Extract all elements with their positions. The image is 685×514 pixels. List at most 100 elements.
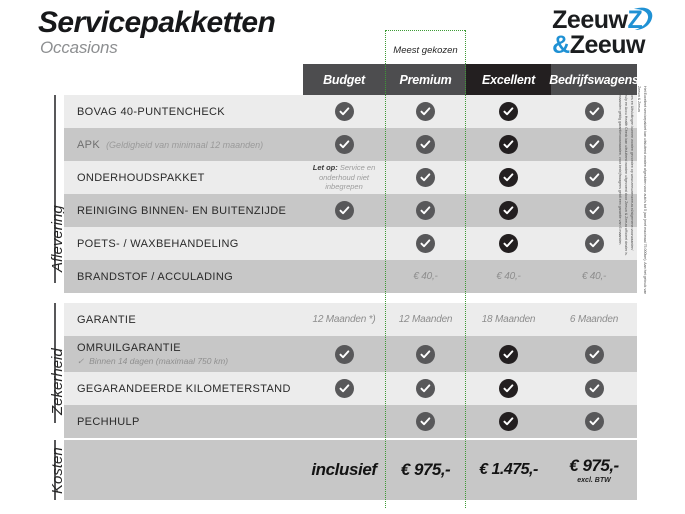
check-icon <box>499 344 518 364</box>
check-icon <box>334 344 354 364</box>
column-header-bedrijfswagens[interactable]: Bedrijfswagens <box>549 64 639 96</box>
check-icon <box>584 234 604 253</box>
check-icon <box>416 379 435 398</box>
cell-included-3 <box>551 336 637 372</box>
row-label: ONDERHOUDSPAKKET <box>77 171 205 184</box>
price-cell-2: € 1.475,- <box>466 440 551 500</box>
cell-included-1 <box>385 372 466 405</box>
cell-note-0: Let op: Service en onderhoud niet inbegr… <box>303 161 385 194</box>
cell-included-2 <box>466 95 551 128</box>
cell-included-2 <box>466 227 551 260</box>
cell-empty-0 <box>303 227 385 260</box>
group-rule-kosten <box>54 440 56 500</box>
disclaimer-line-1: Het Excellent servicepakket kan uitsluit… <box>636 86 647 295</box>
row-cells <box>303 128 637 161</box>
cell-included-1 <box>385 128 466 161</box>
table-row[interactable]: REINIGING BINNEN- EN BUITENZIJDE <box>64 194 637 227</box>
table-row[interactable]: OMRUILGARANTIE ✓ Binnen 14 dagen (maximaal… <box>64 336 637 372</box>
cell-included-1 <box>385 194 466 227</box>
check-icon <box>334 135 354 154</box>
check-icon <box>584 201 604 220</box>
table-row[interactable]: PECHHULP <box>64 405 637 438</box>
page-subtitle: Occasions <box>40 38 118 57</box>
cell-value-text: 18 Maanden <box>481 314 536 325</box>
row-cells: 12 Maanden *) 12 Maanden 18 Maanden 6 Maand… <box>303 303 637 336</box>
cell-included-1 <box>385 405 466 438</box>
cell-included-1 <box>385 336 466 372</box>
row-label: GARANTIE <box>77 313 137 326</box>
cell-included-3 <box>551 405 637 438</box>
cell-included-3 <box>551 194 637 227</box>
row-label-sub: (Geldigheid van minimaal 12 maanden) <box>106 139 264 150</box>
check-icon <box>334 201 354 220</box>
check-icon <box>499 412 518 431</box>
cell-value-3: € 40,- <box>551 260 637 293</box>
cell-included-0 <box>303 372 385 405</box>
price-value: € 975,- <box>400 460 451 479</box>
cell-included-2 <box>466 336 551 372</box>
column-header-excellent[interactable]: Excellent <box>466 64 551 96</box>
cell-included-3 <box>551 95 637 128</box>
price-cell-1: € 975,- <box>385 440 466 500</box>
cell-included-2 <box>466 194 551 227</box>
price-cells: inclusief € 975,- € 1.475,- € 975,- excl. BT… <box>303 440 637 500</box>
column-header-band: Budget Premium Excellent Bedrijfswagens <box>303 64 639 96</box>
table-row[interactable]: ONDERHOUDSPAKKET Let op: Service en onder… <box>64 161 637 194</box>
cell-value-1: € 40,- <box>385 260 466 293</box>
check-icon <box>584 135 604 154</box>
disclaimer-line-4: *) 12 maanden geldig garantievoorwaarden… <box>617 86 622 246</box>
price-cell-0: inclusief <box>303 440 385 500</box>
check-icon <box>499 102 518 121</box>
cell-note-text: Let op: Service en onderhoud niet inbegr… <box>312 163 376 192</box>
table-row[interactable]: BRANDSTOF / ACCULADING € 40,- € 40,- € 40,- <box>64 260 637 293</box>
cell-value-2: 18 Maanden <box>466 303 551 336</box>
row-label: APK (Geldigheid van minimaal 12 maanden) <box>77 138 264 151</box>
table-row[interactable]: GEGARANDEERDE KILOMETERSTAND <box>64 372 637 405</box>
cell-value-text: 12 Maanden *) <box>312 314 376 325</box>
check-icon <box>584 344 604 364</box>
row-cells <box>303 194 637 227</box>
column-header-budget[interactable]: Budget <box>303 64 385 96</box>
row-cells <box>303 227 637 260</box>
cell-value-1: 12 Maanden <box>385 303 466 336</box>
price-value: € 1.475,- <box>479 461 538 478</box>
price-band: inclusief € 975,- € 1.475,- € 975,- excl. BT… <box>64 440 637 500</box>
cell-included-3 <box>551 227 637 260</box>
logo-line-2: &Zeeuw <box>552 33 645 58</box>
cell-included-3 <box>551 161 637 194</box>
table-row[interactable]: APK (Geldigheid van minimaal 12 maanden) <box>64 128 637 161</box>
cell-empty-0 <box>303 405 385 438</box>
table-row[interactable]: GARANTIE 12 Maanden *) 12 Maanden 18 Maande… <box>64 303 637 336</box>
cell-included-2 <box>466 128 551 161</box>
group-rule-aflevering <box>54 95 56 283</box>
cell-included-2 <box>466 372 551 405</box>
row-label: REINIGING BINNEN- EN BUITENZIJDE <box>77 204 287 217</box>
price-note: excl. BTW <box>577 477 611 484</box>
row-label: OMRUILGARANTIE <box>77 341 181 354</box>
disclaimer-block: Het Excellent servicepakket kan uitsluit… <box>614 86 648 298</box>
cell-value-text: 6 Maanden <box>569 314 619 325</box>
column-header-premium[interactable]: Premium <box>385 64 466 96</box>
cell-included-2 <box>466 405 551 438</box>
cell-value-text: € 40,- <box>496 271 521 282</box>
section-aflevering: BOVAG 40-PUNTENCHECK APK (Geldigheid van m… <box>64 95 637 293</box>
check-icon <box>416 135 435 154</box>
check-icon <box>416 201 435 220</box>
row-label-block: POETS- / WAXBEHANDELING <box>64 238 239 250</box>
cell-value-text: 12 Maanden <box>398 314 453 325</box>
check-icon <box>584 412 604 431</box>
cell-value-0: 12 Maanden *) <box>303 303 385 336</box>
section-zekerheid: GARANTIE 12 Maanden *) 12 Maanden 18 Maande… <box>64 303 637 438</box>
row-cells <box>303 95 637 128</box>
check-icon <box>416 412 435 431</box>
row-label: POETS- / WAXBEHANDELING <box>77 237 239 250</box>
logo-ampersand: & <box>552 31 570 59</box>
logo-text-zeeuw-bottom: Zeeuw <box>569 31 646 59</box>
logo-text-zeeuw-top: Zeeuw <box>552 6 628 34</box>
table-row[interactable]: POETS- / WAXBEHANDELING <box>64 227 637 260</box>
price-value: € 975,- <box>569 456 619 475</box>
disclaimer-line-3: Pechhulp en Accu Health Check kan uitslu… <box>624 86 629 256</box>
row-subline: ✓ Binnen 14 dagen (maximaal 750 km) <box>77 355 229 366</box>
table-row[interactable]: BOVAG 40-PUNTENCHECK <box>64 95 637 128</box>
